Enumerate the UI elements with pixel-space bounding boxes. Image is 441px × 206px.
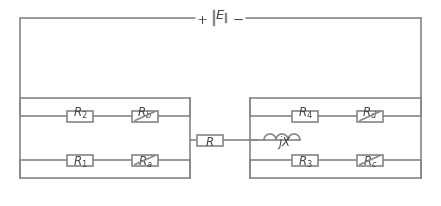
- Text: $R$: $R$: [206, 135, 214, 148]
- Text: $R_1$: $R_1$: [73, 154, 87, 169]
- Bar: [67, 111, 93, 122]
- Text: $E$: $E$: [215, 9, 225, 22]
- Text: $R_d$: $R_d$: [362, 105, 378, 121]
- Bar: [357, 111, 383, 122]
- Text: $R_2$: $R_2$: [73, 105, 87, 121]
- Bar: [67, 155, 93, 166]
- Bar: [132, 155, 158, 166]
- Text: −: −: [232, 13, 243, 26]
- Text: $R_c$: $R_c$: [363, 154, 377, 169]
- Bar: [197, 135, 223, 146]
- Text: $R_4$: $R_4$: [298, 105, 313, 121]
- Text: $R_3$: $R_3$: [298, 154, 312, 169]
- Text: $jX$: $jX$: [277, 133, 292, 150]
- Bar: [132, 111, 158, 122]
- Bar: [292, 155, 318, 166]
- Text: $R_b$: $R_b$: [138, 105, 153, 121]
- Text: +: +: [197, 13, 208, 26]
- Text: $R_a$: $R_a$: [138, 154, 152, 169]
- Bar: [292, 111, 318, 122]
- Bar: [357, 155, 383, 166]
